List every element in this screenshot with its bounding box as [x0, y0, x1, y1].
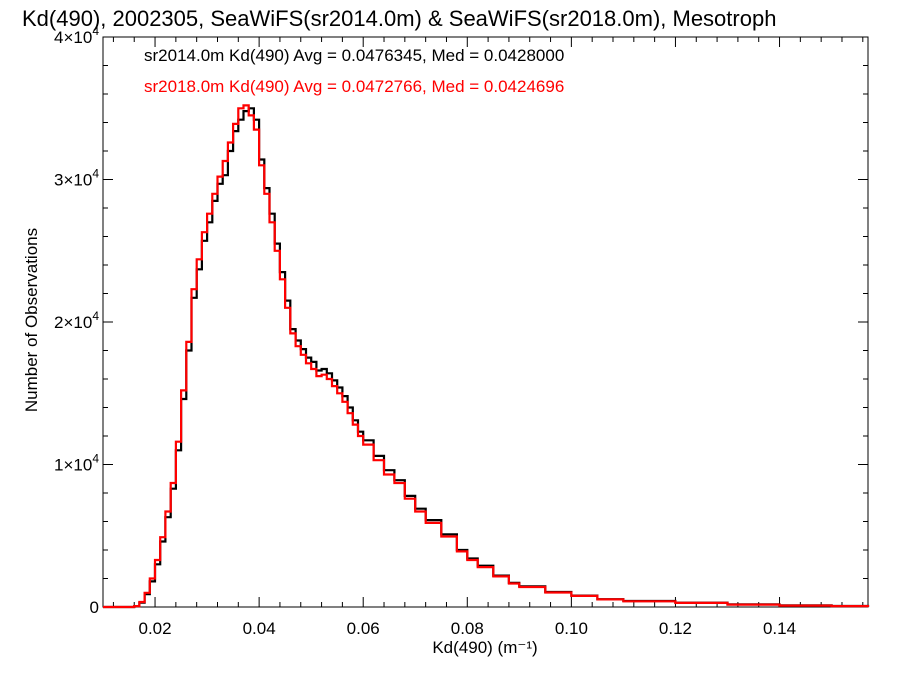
plot-frame: [102, 36, 869, 608]
y-tick-label: 0: [90, 598, 99, 617]
x-tick-label: 0.06: [347, 619, 380, 638]
y-tick-label: 2×104: [54, 309, 99, 332]
series-sr2018-line: [103, 104, 870, 609]
x-axis: 0.02 0.04 0.06 0.08 0.10 0.12 0.14: [112, 37, 864, 638]
x-tick-label: 0.14: [763, 619, 796, 638]
y-axis: 0 1×104 2×104 3×104 4×104: [54, 24, 868, 617]
y-tick-label: 4×104: [54, 24, 99, 47]
series-layer: [103, 104, 870, 609]
x-tick-label: 0.02: [138, 619, 171, 638]
y-tick-label: 3×104: [54, 167, 99, 190]
annotation-sr2018: sr2018.0m Kd(490) Avg = 0.0472766, Med =…: [144, 77, 564, 96]
x-tick-label: 0.10: [555, 619, 588, 638]
x-axis-label: Kd(490) (m⁻¹): [432, 638, 537, 657]
annotation-sr2014: sr2014.0m Kd(490) Avg = 0.0476345, Med =…: [144, 46, 564, 65]
x-tick-label: 0.04: [243, 619, 276, 638]
y-axis-label: Number of Observations: [22, 228, 41, 412]
x-tick-label: 0.08: [451, 619, 484, 638]
x-tick-label: 0.12: [659, 619, 692, 638]
y-tick-label: 1×104: [54, 452, 99, 475]
chart-title: Kd(490), 2002305, SeaWiFS(sr2014.0m) & S…: [22, 6, 776, 31]
